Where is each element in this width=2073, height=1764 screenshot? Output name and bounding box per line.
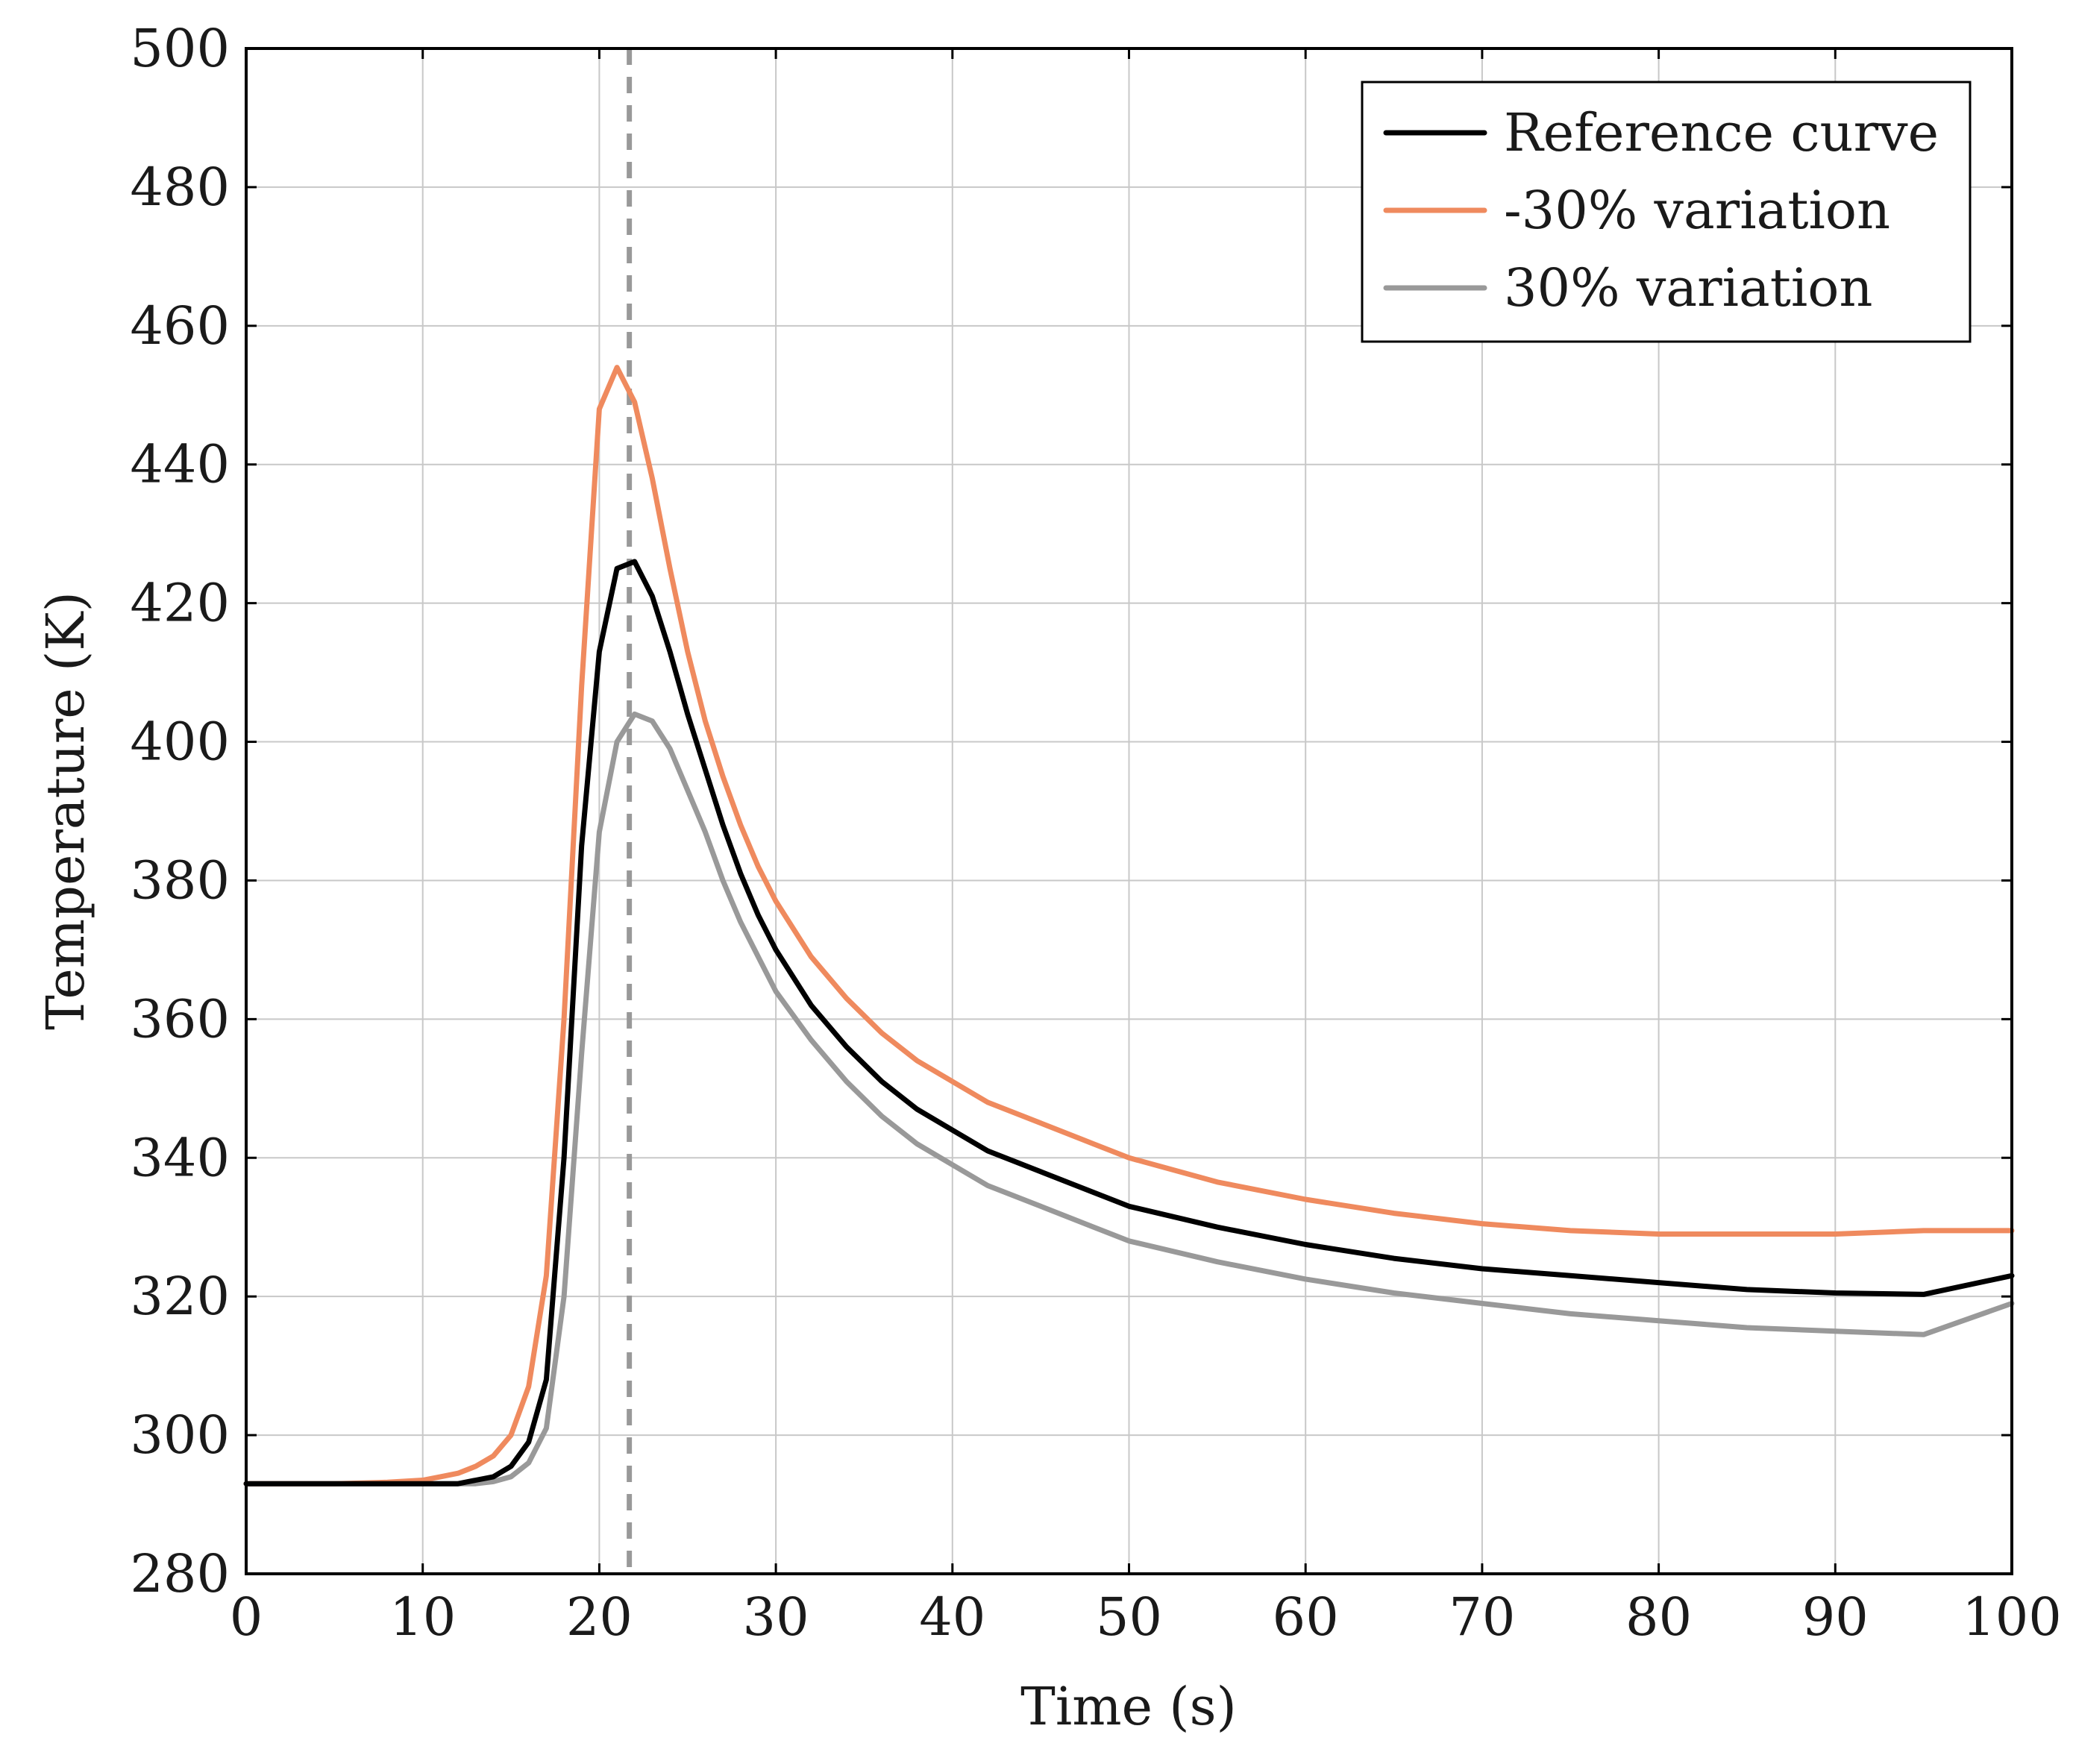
- legend: Reference curve -30% variation 30% varia…: [1361, 81, 1972, 343]
- x-tick-label: 100: [1962, 1586, 2062, 1648]
- legend-label-plus30: 30% variation: [1504, 257, 1872, 318]
- x-tick-label: 50: [1096, 1586, 1162, 1648]
- series-group: [243, 365, 2015, 1487]
- y-tick-label: 280: [130, 1543, 230, 1604]
- series-line-plus30: [243, 711, 2015, 1487]
- x-tick-label: 0: [230, 1586, 263, 1648]
- x-tick-label: 20: [566, 1586, 633, 1648]
- x-tick-label: 60: [1273, 1586, 1339, 1648]
- y-tick-label: 460: [130, 295, 230, 357]
- x-tick-label: 10: [389, 1586, 456, 1648]
- legend-box: [1361, 81, 1972, 343]
- y-tick-label: 400: [130, 712, 230, 773]
- y-tick-label: 320: [130, 1266, 230, 1327]
- legend-label-reference: Reference curve: [1504, 102, 1939, 163]
- y-tick-label: 420: [130, 573, 230, 634]
- x-tick-label: 30: [743, 1586, 809, 1648]
- legend-label-minus30: -30% variation: [1504, 180, 1890, 241]
- x-tick-label: 40: [919, 1586, 985, 1648]
- y-tick-label: 360: [130, 988, 230, 1049]
- y-tick-label: 340: [130, 1127, 230, 1188]
- y-tick-label: 440: [130, 434, 230, 495]
- x-tick-label: 70: [1449, 1586, 1515, 1648]
- x-axis-label: Time (s): [1020, 1676, 1237, 1737]
- series-line-reference: [243, 559, 2015, 1487]
- x-tick-label: 80: [1625, 1586, 1692, 1648]
- y-tick-label: 300: [130, 1404, 230, 1466]
- y-axis-label: Temperature (K): [35, 591, 96, 1030]
- x-tick-label: 90: [1802, 1586, 1869, 1648]
- y-axis-ticks: 280 300 320 340 360 380 400 420 440 460 480 500: [130, 18, 2012, 1604]
- y-tick-label: 480: [130, 157, 230, 218]
- y-tick-label: 380: [130, 850, 230, 911]
- x-axis-ticks: 0 10 20 30 40 50 60 70 80 90 100: [230, 48, 2062, 1648]
- series-line-minus30: [243, 365, 2015, 1487]
- y-tick-label: 500: [130, 18, 230, 79]
